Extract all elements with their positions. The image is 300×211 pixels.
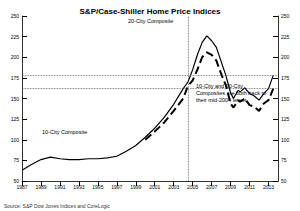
svg-text:2005: 2005 — [187, 184, 198, 190]
svg-text:225: 225 — [11, 34, 20, 40]
svg-text:2003: 2003 — [168, 184, 179, 190]
svg-text:their mid-2004 levels: their mid-2004 levels — [196, 97, 247, 103]
svg-text:10-City Composite: 10-City Composite — [42, 129, 87, 135]
svg-text:S&P/Case-Shiller Home Price In: S&P/Case-Shiller Home Price Indices — [80, 7, 221, 16]
svg-text:1991: 1991 — [54, 184, 65, 190]
svg-text:2013: 2013 — [263, 184, 274, 190]
svg-text:2007: 2007 — [206, 184, 217, 190]
svg-text:175: 175 — [281, 75, 290, 81]
svg-text:250: 250 — [11, 13, 20, 19]
svg-text:20-City Composite: 20-City Composite — [128, 18, 173, 24]
svg-text:125: 125 — [281, 116, 290, 122]
svg-text:Composites are both back to: Composites are both back to — [196, 90, 266, 96]
svg-text:100: 100 — [281, 137, 290, 143]
svg-text:10-City and 20-City: 10-City and 20-City — [196, 83, 243, 89]
svg-text:225: 225 — [281, 34, 290, 40]
svg-text:75: 75 — [281, 157, 287, 163]
svg-text:1987: 1987 — [16, 184, 27, 190]
svg-text:200: 200 — [11, 54, 20, 60]
svg-text:2001: 2001 — [149, 184, 160, 190]
svg-text:250: 250 — [281, 13, 290, 19]
svg-text:2009: 2009 — [225, 184, 236, 190]
svg-text:2011: 2011 — [244, 184, 255, 190]
svg-text:150: 150 — [281, 96, 290, 102]
svg-text:1993: 1993 — [73, 184, 84, 190]
svg-text:1995: 1995 — [92, 184, 103, 190]
svg-text:125: 125 — [11, 116, 20, 122]
svg-text:Source: S&P Dow Jones Indices: Source: S&P Dow Jones Indices and CoreLo… — [4, 203, 110, 209]
svg-text:200: 200 — [281, 54, 290, 60]
svg-text:1999: 1999 — [130, 184, 141, 190]
svg-text:50: 50 — [13, 178, 19, 184]
svg-text:1997: 1997 — [111, 184, 122, 190]
svg-text:75: 75 — [13, 157, 19, 163]
svg-text:50: 50 — [281, 178, 287, 184]
svg-text:100: 100 — [11, 137, 20, 143]
svg-text:175: 175 — [11, 75, 20, 81]
svg-text:1989: 1989 — [35, 184, 46, 190]
svg-text:150: 150 — [11, 96, 20, 102]
